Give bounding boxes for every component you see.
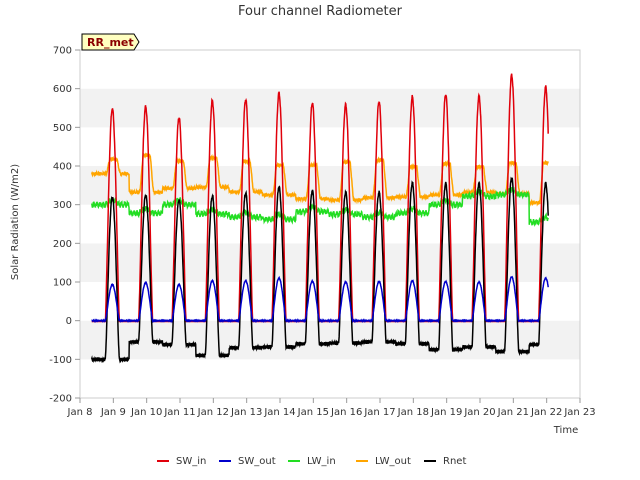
x-tick-label: Jan 20 [463, 407, 495, 418]
x-tick-label: Jan 11 [163, 407, 195, 418]
background-band [80, 127, 580, 166]
y-tick-label: 500 [53, 123, 72, 134]
y-tick-label: 400 [53, 162, 72, 173]
series-line-lw-out [90, 152, 549, 207]
y-tick-label: -100 [49, 355, 72, 366]
y-tick-label: 300 [53, 200, 72, 211]
x-tick-label: Jan 21 [497, 407, 529, 418]
legend-label-lw-in: LW_in [307, 456, 336, 467]
badge-label: RR_met [87, 36, 134, 49]
y-tick-label: 700 [53, 46, 72, 57]
x-axis-title: Time [553, 425, 578, 436]
x-tick-label: Jan 17 [363, 407, 395, 418]
y-tick-label: -200 [49, 394, 72, 405]
background-band [80, 359, 580, 398]
x-tick-label: Jan 13 [230, 407, 262, 418]
legend-label-sw-in: SW_in [176, 456, 206, 467]
background-bands [80, 50, 580, 398]
x-axis-ticks: Jan 8 Jan 9 Jan 10 Jan 11 Jan 12 Jan 13 Jan 14… [67, 398, 596, 418]
series-line-sw-out [91, 275, 549, 324]
y-tick-label: 100 [53, 278, 72, 289]
plot-area [79, 49, 581, 399]
y-tick-label: 0 [66, 316, 72, 327]
background-band [80, 243, 580, 282]
background-band [80, 50, 580, 89]
background-band [80, 88, 580, 128]
y-axis-ticks: -200 -100 0 100 200 300 400 500 600 700 [49, 46, 80, 405]
x-tick-label: Jan 22 [530, 407, 562, 418]
legend: SW_in SW_out LW_in LW_out Rnet [157, 456, 466, 467]
chart-title: Four channel Radiometer [238, 4, 403, 19]
series-line-lw-in [90, 186, 549, 227]
x-tick-label: Jan 9 [100, 407, 126, 418]
rr-met-badge: RR_met [81, 33, 140, 51]
background-band [80, 204, 580, 244]
y-tick-label: 200 [53, 239, 72, 250]
x-tick-label: Jan 15 [297, 407, 329, 418]
x-tick-label: Jan 8 [67, 407, 93, 418]
legend-label-rnet: Rnet [443, 456, 466, 467]
x-tick-label: Jan 12 [197, 407, 229, 418]
legend-label-lw-out: LW_out [375, 456, 411, 467]
series-layer [90, 73, 549, 364]
badge-box [81, 33, 140, 51]
x-tick-label: Jan 16 [330, 407, 362, 418]
x-tick-label: Jan 14 [263, 407, 295, 418]
series-line-rnet [90, 176, 549, 364]
x-tick-label: Jan 23 [563, 407, 595, 418]
background-band [80, 282, 580, 321]
legend-label-sw-out: SW_out [238, 456, 276, 467]
x-tick-label: Jan 10 [130, 407, 162, 418]
x-tick-label: Jan 18 [397, 407, 429, 418]
background-band [80, 166, 580, 205]
x-tick-label: Jan 19 [430, 407, 462, 418]
y-axis-title: Solar Radiation (W/m2) [10, 164, 21, 280]
y-tick-label: 600 [53, 84, 72, 95]
